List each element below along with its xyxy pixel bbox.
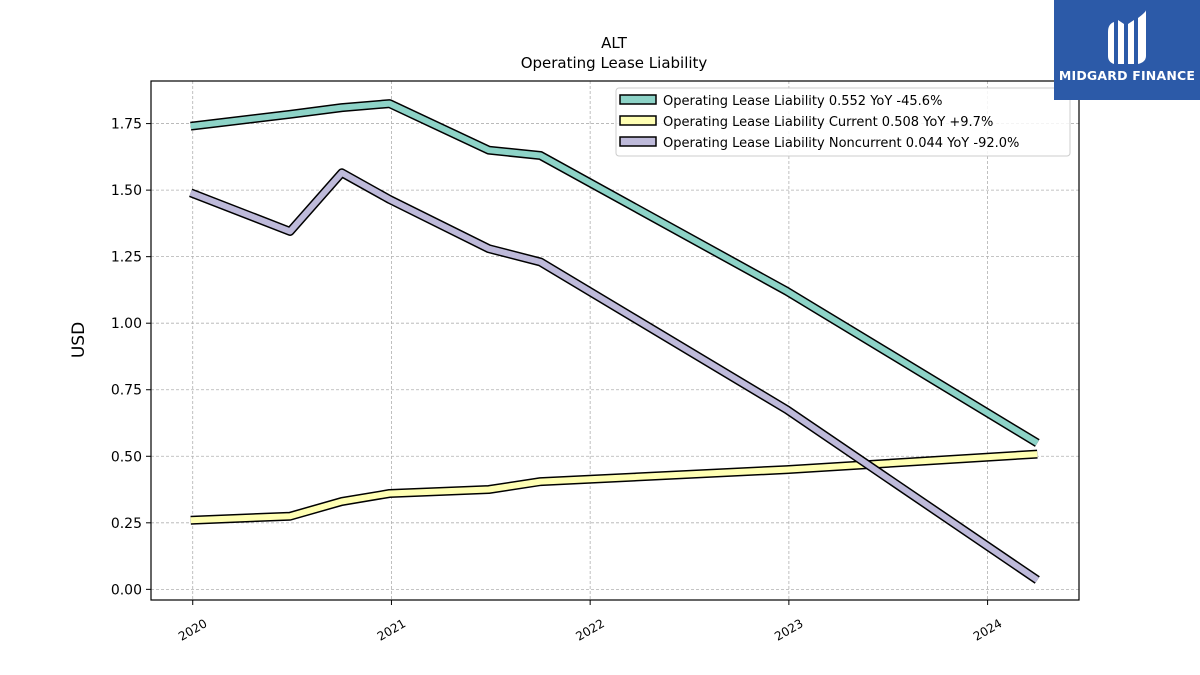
y-tick-label: 1.00 (111, 316, 142, 332)
series-line (190, 100, 1039, 446)
legend-swatch (619, 94, 657, 105)
y-tick-label: 0.75 (111, 383, 142, 399)
legend-swatch (619, 136, 657, 147)
y-tick-label: 0.00 (111, 582, 142, 598)
y-tick-label: 1.25 (111, 250, 142, 266)
y-tick-label: 1.75 (111, 117, 142, 133)
legend-entry: Operating Lease Liability Current 0.508 … (663, 115, 993, 130)
midgard-finance-logo: MIDGARD FINANCE (1054, 0, 1200, 100)
chart-title: ALT (601, 34, 628, 52)
series-line-outline (189, 168, 1040, 584)
legend-swatch (619, 115, 657, 126)
x-tick-label: 2020 (176, 616, 209, 643)
y-tick-label: 1.50 (111, 183, 142, 199)
logo-text: MIDGARD FINANCE (1058, 68, 1196, 83)
series-line (190, 451, 1038, 524)
series-line (189, 169, 1039, 583)
x-tick-label: 2023 (772, 616, 805, 643)
legend: Operating Lease Liability 0.552 YoY -45.… (615, 87, 1071, 157)
chart-subtitle: Operating Lease Liability (521, 54, 708, 72)
midgard-logo-icon (1108, 10, 1146, 64)
x-tick-label: 2022 (573, 616, 606, 643)
x-tick-label: 2024 (971, 616, 1004, 643)
y-tick-label: 0.50 (111, 449, 142, 465)
legend-entry: Operating Lease Liability Noncurrent 0.0… (663, 136, 1019, 151)
y-axis-label: USD (69, 322, 89, 358)
legend-entry: Operating Lease Liability 0.552 YoY -45.… (663, 94, 942, 109)
legend-box (615, 87, 1071, 157)
y-tick-label: 0.25 (111, 516, 142, 532)
x-tick-label: 2021 (375, 616, 408, 643)
plot-frame (150, 80, 1080, 601)
